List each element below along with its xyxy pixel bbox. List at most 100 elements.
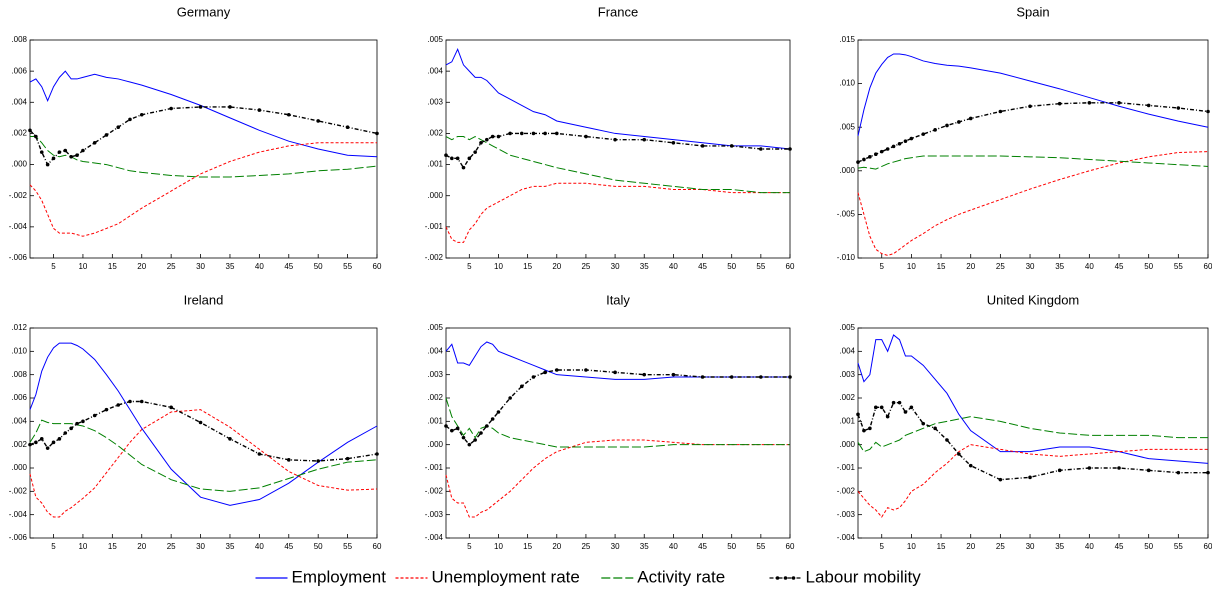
y-tick-label: .002 <box>11 440 27 449</box>
x-tick-label: 20 <box>552 262 561 271</box>
x-tick-label: 15 <box>937 542 946 551</box>
series-marker <box>729 375 734 379</box>
plot-frame <box>857 327 1209 539</box>
legend-label: Employment <box>292 567 387 586</box>
series-marker <box>1176 470 1181 475</box>
series-marker <box>34 134 38 139</box>
series-marker <box>461 435 466 440</box>
series-marker <box>584 134 588 139</box>
series-marker <box>116 403 121 407</box>
y-tick-label: .000 <box>839 166 855 175</box>
series-line <box>445 397 790 448</box>
x-tick-label: 55 <box>756 542 765 551</box>
x-tick-label: 35 <box>1055 542 1064 551</box>
x-tick-label: 20 <box>966 262 975 271</box>
series-marker <box>642 137 647 142</box>
y-tick-label: -.004 <box>9 222 28 231</box>
y-tick-label: -.002 <box>9 486 28 495</box>
x-tick-label: 10 <box>907 262 916 271</box>
series-marker <box>57 150 62 154</box>
series-marker <box>909 405 914 410</box>
legend-marker <box>783 576 788 580</box>
y-tick-label: .003 <box>839 370 855 379</box>
series-marker <box>885 147 890 151</box>
series-line <box>445 182 790 243</box>
series-marker <box>957 120 961 124</box>
series-marker <box>228 437 232 441</box>
series-marker <box>69 154 73 159</box>
y-tick-label: -.001 <box>837 463 856 472</box>
series-marker <box>613 137 617 142</box>
x-tick-label: 60 <box>786 542 795 551</box>
y-tick-label: .012 <box>11 323 27 332</box>
x-tick-label: 50 <box>1144 262 1153 271</box>
x-tick-label: 25 <box>581 262 590 271</box>
legend-marker <box>775 576 780 580</box>
series-marker <box>759 375 763 379</box>
series-line <box>29 70 378 158</box>
series-marker <box>479 431 483 435</box>
series-marker <box>139 112 144 117</box>
series-marker <box>490 417 495 421</box>
y-tick-label: .000 <box>11 160 27 169</box>
series-marker <box>1146 468 1151 473</box>
series-marker <box>613 370 617 375</box>
series-marker <box>316 119 320 123</box>
x-tick-label: 40 <box>255 542 264 551</box>
series-marker <box>57 437 62 441</box>
panel-title: Germany <box>177 4 231 19</box>
y-tick-label: .003 <box>427 370 443 379</box>
y-tick-label: -.001 <box>425 463 444 472</box>
legend-label: Activity rate <box>637 567 725 586</box>
x-tick-label: 55 <box>343 262 352 271</box>
series-marker <box>1206 109 1210 114</box>
x-tick-label: 55 <box>756 262 765 271</box>
y-tick-label: .002 <box>427 129 443 138</box>
series-marker <box>873 152 878 157</box>
series-marker <box>933 426 937 431</box>
x-tick-label: 40 <box>1085 262 1094 271</box>
x-tick-label: 15 <box>108 542 117 551</box>
series-marker <box>885 414 890 419</box>
series-marker <box>508 131 512 136</box>
series-marker <box>759 147 763 151</box>
x-tick-label: 40 <box>669 262 678 271</box>
y-tick-label: .005 <box>839 122 855 131</box>
y-tick-label: .001 <box>839 416 855 425</box>
series-marker <box>543 370 547 375</box>
series-marker <box>1057 101 1062 106</box>
series-marker <box>455 156 460 161</box>
series-marker <box>490 134 495 139</box>
x-tick-label: 60 <box>1204 262 1212 271</box>
series-marker <box>671 140 676 145</box>
y-tick-label: .002 <box>427 393 443 402</box>
x-tick-label: 10 <box>494 262 503 271</box>
series-line <box>29 419 378 492</box>
series-marker <box>891 400 896 405</box>
y-tick-label: -.005 <box>837 210 856 219</box>
series-marker <box>169 405 173 410</box>
plot-frame <box>445 39 791 259</box>
series-marker <box>286 112 291 117</box>
series-marker <box>198 420 203 425</box>
series-marker <box>543 131 547 136</box>
series-line <box>857 155 1209 170</box>
series-marker <box>1117 466 1121 470</box>
series-marker <box>531 375 536 379</box>
series-marker <box>286 458 291 462</box>
x-tick-label: 50 <box>314 542 323 551</box>
x-tick-label: 20 <box>137 542 146 551</box>
series-line <box>857 334 1209 464</box>
series-marker <box>1028 475 1032 480</box>
series-marker <box>700 144 705 148</box>
x-tick-label: 5 <box>467 542 472 551</box>
y-tick-label: .000 <box>427 191 443 200</box>
y-tick-label: .002 <box>11 129 27 138</box>
series-marker <box>81 148 85 153</box>
series-line <box>857 444 1208 518</box>
series-marker <box>75 421 79 426</box>
series-marker <box>81 419 85 424</box>
series-marker <box>45 162 50 167</box>
series-marker <box>75 153 79 158</box>
